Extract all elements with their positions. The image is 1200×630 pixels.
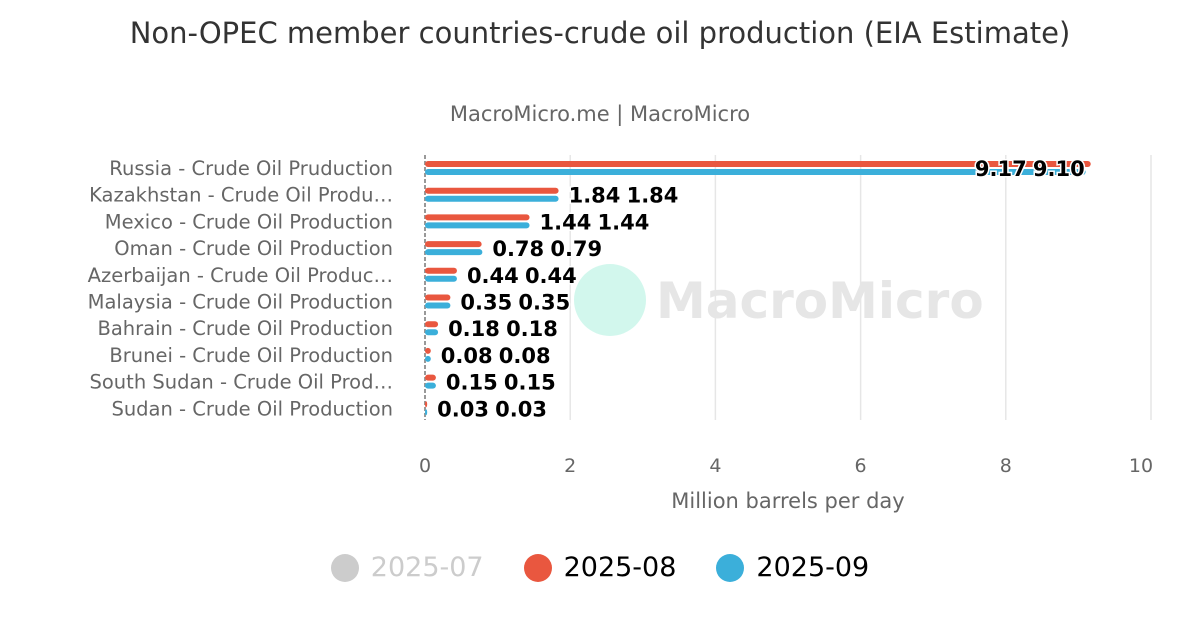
data-label-2025-08: 0.78 bbox=[492, 237, 544, 261]
legend-label: 2025-08 bbox=[563, 552, 677, 583]
data-label-2025-09: 0.18 bbox=[506, 317, 558, 341]
bar-2025-09[interactable] bbox=[425, 275, 457, 282]
x-tick-label: 2 bbox=[564, 455, 576, 477]
y-category-label: Mexico - Crude Oil Production bbox=[105, 210, 393, 233]
bar-2025-08[interactable] bbox=[425, 401, 428, 408]
legend-label: 2025-09 bbox=[756, 552, 870, 583]
bar-2025-09[interactable] bbox=[425, 329, 439, 336]
bar-2025-09[interactable] bbox=[425, 249, 483, 256]
data-label-2025-09: 1.44 bbox=[598, 210, 650, 234]
x-tick-label: 4 bbox=[709, 455, 721, 477]
bar-2025-08[interactable] bbox=[425, 161, 1091, 167]
y-category-label: Brunei - Crude Oil Production bbox=[109, 344, 393, 367]
y-category-label: Azerbaijan - Crude Oil Produc… bbox=[88, 264, 393, 287]
legend-item-2025-07[interactable]: 2025-07 bbox=[330, 552, 484, 583]
data-label-2025-08: 0.35 bbox=[460, 291, 512, 315]
legend-item-2025-09[interactable]: 2025-09 bbox=[716, 552, 869, 583]
bar-2025-09[interactable] bbox=[425, 409, 428, 416]
data-label-2025-09: 0.35 bbox=[518, 291, 570, 315]
watermark-logo bbox=[574, 264, 646, 336]
bar-2025-08[interactable] bbox=[425, 321, 439, 328]
data-label-2025-08: 0.44 bbox=[467, 264, 519, 288]
bar-2025-09[interactable] bbox=[425, 169, 1086, 175]
bar-2025-08[interactable] bbox=[425, 187, 559, 194]
legend-label: 2025-07 bbox=[370, 552, 484, 583]
bar-2025-09[interactable] bbox=[425, 195, 559, 202]
data-label-2025-08: 1.44 bbox=[540, 210, 592, 234]
legend-marker-icon bbox=[716, 553, 745, 582]
data-label-2025-09: 0.03 bbox=[495, 397, 547, 421]
bar-2025-08[interactable] bbox=[425, 214, 530, 221]
legend-marker-icon bbox=[330, 553, 359, 582]
data-label-2025-08: 9.17 bbox=[975, 157, 1027, 181]
data-label-2025-08: 1.84 bbox=[569, 184, 621, 208]
data-label-2025-09: 0.08 bbox=[499, 344, 551, 368]
legend-item-2025-08[interactable]: 2025-08 bbox=[523, 552, 677, 583]
chart-subtitle: MacroMicro.me | MacroMicro bbox=[449, 102, 751, 126]
bar-2025-08[interactable] bbox=[425, 374, 436, 381]
legend: 2025-07 2025-08 2025-09 bbox=[0, 552, 1200, 583]
y-category-label: Bahrain - Crude Oil Production bbox=[97, 317, 393, 340]
bar-2025-09[interactable] bbox=[425, 382, 436, 389]
x-tick-label: 10 bbox=[1129, 455, 1153, 477]
data-label-2025-09: 9.10 bbox=[1033, 157, 1085, 181]
data-label-2025-09: 0.15 bbox=[504, 371, 556, 395]
bar-2025-08[interactable] bbox=[425, 267, 457, 274]
y-category-label: Oman - Crude Oil Production bbox=[114, 237, 393, 260]
bar-2025-09[interactable] bbox=[425, 302, 451, 309]
x-axis-label: Million barrels per day bbox=[671, 489, 904, 513]
y-category-label: Kazakhstan - Crude Oil Produ… bbox=[89, 184, 393, 207]
bar-2025-08[interactable] bbox=[425, 347, 431, 354]
bar-2025-09[interactable] bbox=[425, 222, 530, 229]
data-label-2025-08: 0.08 bbox=[441, 344, 493, 368]
x-tick-label: 6 bbox=[855, 455, 867, 477]
y-category-label: South Sudan - Crude Oil Prod… bbox=[90, 371, 394, 394]
data-label-2025-08: 0.15 bbox=[446, 371, 498, 395]
data-label-2025-09: 0.79 bbox=[550, 237, 602, 261]
x-tick-label: 0 bbox=[419, 455, 431, 477]
x-tick-label: 8 bbox=[1000, 455, 1012, 477]
data-label-2025-09: 1.84 bbox=[627, 184, 679, 208]
data-label-2025-09: 0.44 bbox=[525, 264, 577, 288]
bar-2025-09[interactable] bbox=[425, 355, 431, 362]
data-label-2025-08: 0.03 bbox=[437, 397, 489, 421]
bar-2025-08[interactable] bbox=[425, 241, 482, 248]
legend-marker-icon bbox=[523, 553, 552, 582]
chart-title: Non-OPEC member countries-crude oil prod… bbox=[129, 16, 1071, 50]
y-category-label: Russia - Crude Oil Pruduction bbox=[109, 157, 393, 180]
data-label-2025-08: 0.18 bbox=[448, 317, 500, 341]
watermark-text: MacroMicro bbox=[656, 272, 984, 330]
y-category-label: Malaysia - Crude Oil Production bbox=[88, 291, 393, 314]
bar-2025-08[interactable] bbox=[425, 294, 451, 301]
y-category-label: Sudan - Crude Oil Production bbox=[111, 397, 393, 420]
